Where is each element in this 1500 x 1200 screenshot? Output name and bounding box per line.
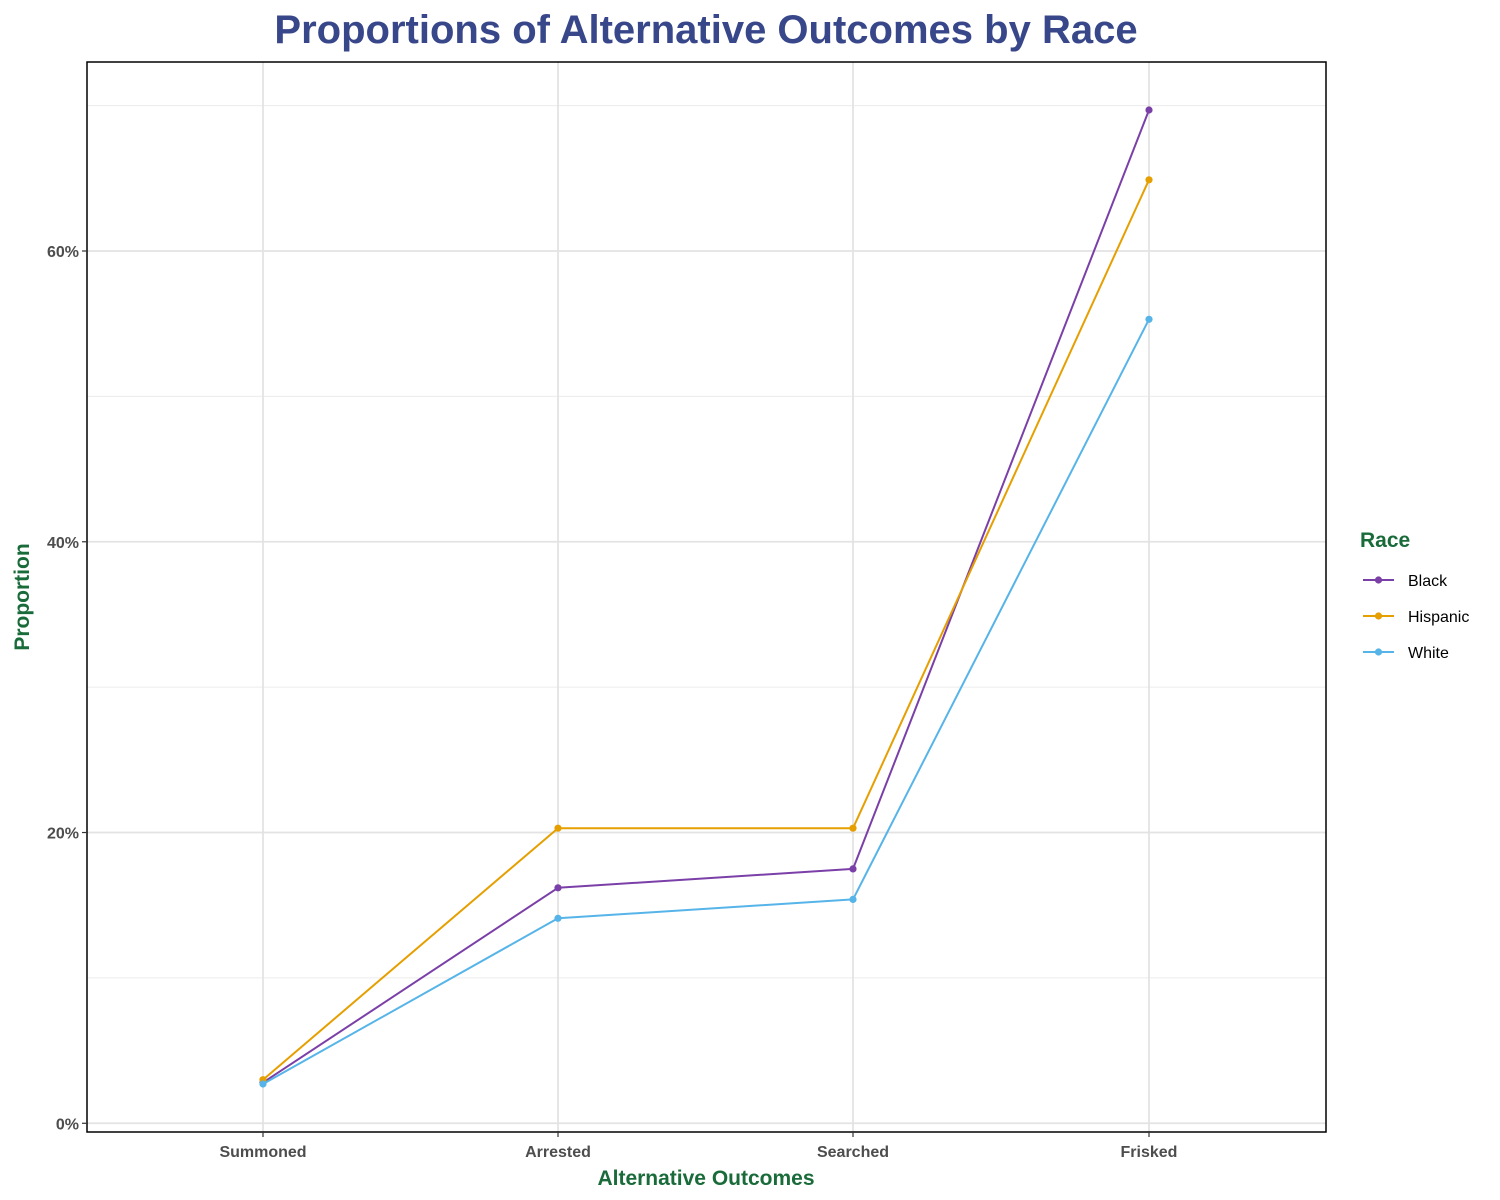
series-layer xyxy=(259,106,1153,1088)
plot-panel-border xyxy=(86,61,1327,1133)
legend-item-hispanic: Hispanic xyxy=(1363,609,1469,626)
legend-item-black: Black xyxy=(1363,573,1448,590)
data-point-white xyxy=(259,1080,267,1088)
data-point-hispanic xyxy=(1145,176,1153,184)
data-point-hispanic xyxy=(849,824,857,832)
series-line-black xyxy=(262,109,1150,1084)
grid-minor xyxy=(87,105,1326,979)
series-line-hispanic xyxy=(262,179,1150,1081)
legend-items: Black Hispanic White xyxy=(1363,573,1469,662)
x-axis-ticks: Summoned Arrested Searched Frisked xyxy=(219,1132,1177,1161)
legend-key-point xyxy=(1374,612,1383,620)
series-line-white xyxy=(262,318,1150,1085)
data-point-white xyxy=(1145,315,1153,323)
y-tick-label: 20% xyxy=(47,826,79,843)
legend-label: Black xyxy=(1408,573,1448,590)
y-axis-ticks: 0% 20% 40% 60% xyxy=(47,244,87,1133)
data-point-black xyxy=(554,884,562,892)
grid-major xyxy=(87,62,1326,1132)
y-tick-label: 0% xyxy=(56,1116,79,1133)
chart-title: Proportions of Alternative Outcomes by R… xyxy=(274,8,1137,52)
legend-title: Race xyxy=(1360,529,1410,552)
x-tick-label: Summoned xyxy=(219,1144,306,1161)
data-point-black xyxy=(1145,106,1153,114)
legend-key-point xyxy=(1374,576,1383,584)
data-point-black xyxy=(849,865,857,873)
x-tick-label: Searched xyxy=(817,1144,889,1161)
legend-label: Hispanic xyxy=(1408,609,1469,626)
legend: Race Black Hispanic White xyxy=(1360,529,1469,662)
legend-key-point xyxy=(1374,648,1383,656)
data-point-hispanic xyxy=(554,824,562,832)
y-tick-label: 60% xyxy=(47,244,79,261)
x-axis-title: Alternative Outcomes xyxy=(597,1167,814,1190)
legend-item-white: White xyxy=(1363,645,1449,662)
y-axis-title: Proportion xyxy=(11,543,34,650)
x-tick-label: Frisked xyxy=(1121,1144,1178,1161)
legend-label: White xyxy=(1408,645,1449,662)
y-tick-label: 40% xyxy=(47,535,79,552)
data-point-white xyxy=(849,895,857,904)
x-tick-label: Arrested xyxy=(525,1144,591,1161)
data-point-white xyxy=(554,914,562,922)
